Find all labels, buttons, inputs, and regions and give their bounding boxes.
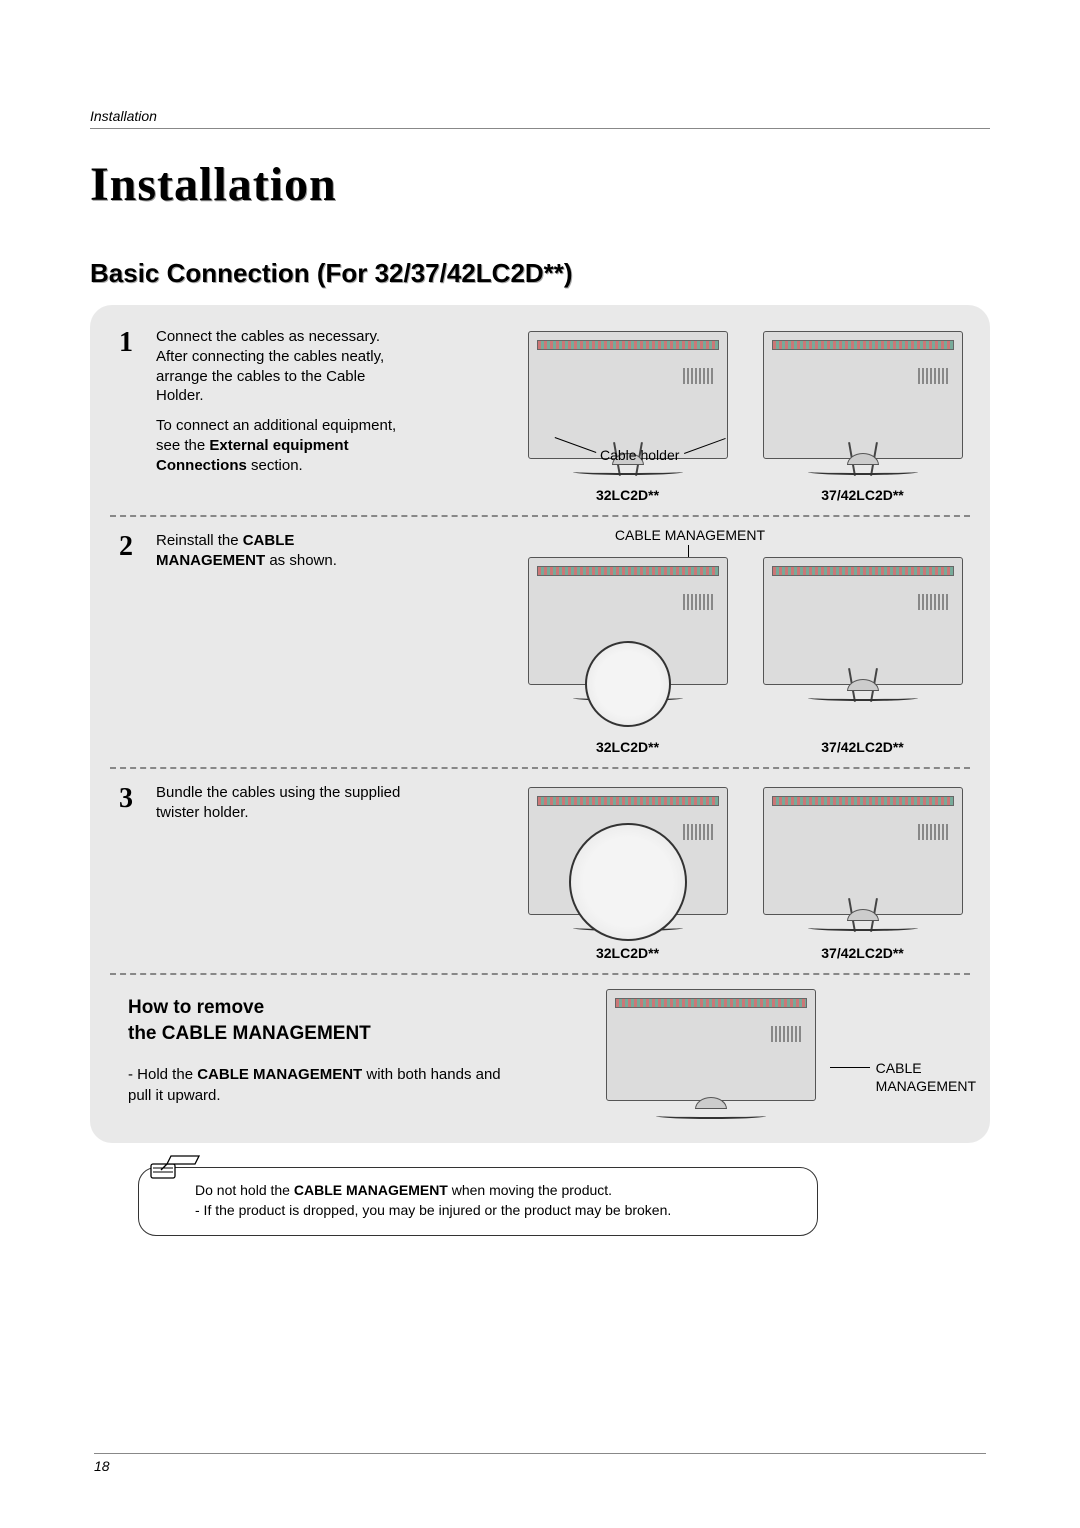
step-paragraph: Bundle the cables using the supplied twi… xyxy=(156,783,406,823)
running-header: Installation xyxy=(90,108,990,129)
tv-back-illustration xyxy=(763,557,963,685)
figure-label: 32LC2D** xyxy=(596,945,659,961)
figure-3742: 37/42LC2D** xyxy=(755,331,970,503)
caution-note: Do not hold the CABLE MANAGEMENT when mo… xyxy=(138,1167,818,1236)
figure-label: 37/42LC2D** xyxy=(821,487,904,503)
magnifier-circle xyxy=(585,641,671,727)
step-text: Reinstall the CABLE MANAGEMENT as shown. xyxy=(156,531,406,755)
figure-label: 37/42LC2D** xyxy=(821,945,904,961)
step-paragraph: To connect an additional equipment, see … xyxy=(156,416,406,475)
step-paragraph: Reinstall the CABLE MANAGEMENT as shown. xyxy=(156,531,406,571)
tv-back-illustration xyxy=(763,787,963,915)
pen-note-icon xyxy=(147,1150,205,1182)
step-figures: CABLE MANAGEMENT 32LC2D** 37/42LC2D** xyxy=(420,531,970,755)
remove-section: How to remove the CABLE MANAGEMENT - Hol… xyxy=(110,983,970,1123)
figure-label: 37/42LC2D** xyxy=(821,739,904,755)
tv-back-illustration xyxy=(606,989,816,1101)
step-figures: 32LC2D** 37/42LC2D** Cable holder xyxy=(420,327,970,503)
step-number: 3 xyxy=(110,783,142,961)
figure-32: 32LC2D** xyxy=(520,787,735,961)
callout-cable-holder: Cable holder xyxy=(600,447,679,463)
tv-back-illustration xyxy=(763,331,963,459)
page-number: 18 xyxy=(94,1453,986,1474)
separator xyxy=(110,515,970,517)
figure-32: 32LC2D** xyxy=(520,557,735,755)
step-2: 2 Reinstall the CABLE MANAGEMENT as show… xyxy=(110,525,970,765)
step-text: Bundle the cables using the supplied twi… xyxy=(156,783,406,961)
remove-text: How to remove the CABLE MANAGEMENT - Hol… xyxy=(128,989,528,1106)
callout-cable-management: CABLE MANAGEMENT xyxy=(560,527,820,543)
separator xyxy=(110,973,970,975)
step-3: 3 Bundle the cables using the supplied t… xyxy=(110,777,970,971)
section-subtitle: Basic Connection (For 32/37/42LC2D**) xyxy=(90,258,990,289)
figure-label: 32LC2D** xyxy=(596,739,659,755)
step-paragraph: Connect the cables as necessary. After c… xyxy=(156,327,406,406)
remove-title: How to remove the CABLE MANAGEMENT xyxy=(128,995,528,1046)
note-line: - If the product is dropped, you may be … xyxy=(195,1200,797,1220)
figure-3742: 37/42LC2D** xyxy=(755,557,970,755)
tv-back-illustration xyxy=(528,331,728,459)
step-figures: 32LC2D** 37/42LC2D** xyxy=(420,783,970,961)
separator xyxy=(110,767,970,769)
figure-label: 32LC2D** xyxy=(596,487,659,503)
step-number: 2 xyxy=(110,531,142,755)
figure-3742: 37/42LC2D** xyxy=(755,787,970,961)
instruction-panel: 1 Connect the cables as necessary. After… xyxy=(90,305,990,1143)
step-text: Connect the cables as necessary. After c… xyxy=(156,327,406,503)
magnifier-circle xyxy=(569,823,687,941)
remove-body: - Hold the CABLE MANAGEMENT with both ha… xyxy=(128,1064,528,1106)
note-line: Do not hold the CABLE MANAGEMENT when mo… xyxy=(195,1180,797,1200)
page-title: Installation xyxy=(90,157,990,212)
step-1: 1 Connect the cables as necessary. After… xyxy=(110,321,970,513)
figure-32: 32LC2D** xyxy=(520,331,735,503)
callout-cable-management: CABLE MANAGEMENT xyxy=(876,1059,976,1095)
remove-figure: CABLE MANAGEMENT xyxy=(552,989,970,1119)
step-number: 1 xyxy=(110,327,142,503)
